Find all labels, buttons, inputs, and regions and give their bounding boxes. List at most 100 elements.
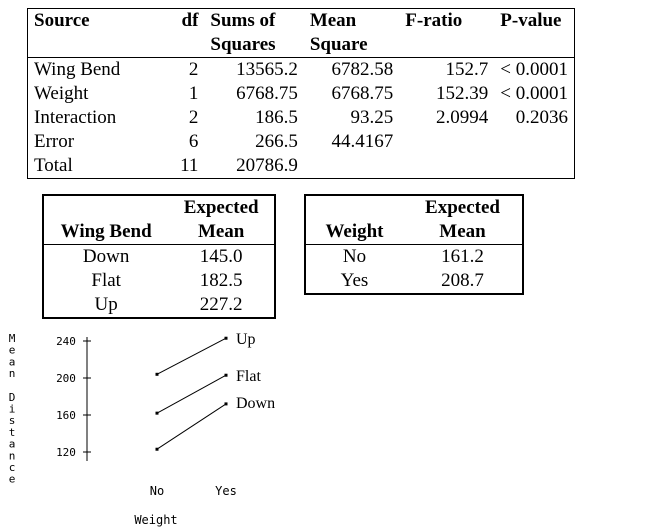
series-point bbox=[224, 402, 228, 406]
anova-cell-ss: 13565.2 bbox=[236, 59, 298, 80]
anova-cell-ms bbox=[304, 154, 399, 179]
anova-cell-f: 152.7 bbox=[445, 59, 489, 80]
y-tick-label: 240 bbox=[56, 335, 76, 348]
y-axis-label-letter: a bbox=[9, 438, 16, 451]
anova-header-ss: Sums of Squares bbox=[210, 10, 276, 55]
y-axis-label-letter: n bbox=[9, 367, 16, 380]
y-axis-label-letter: M bbox=[9, 332, 16, 345]
series-point bbox=[224, 373, 228, 377]
y-tick-label: 120 bbox=[56, 446, 76, 459]
wing-row: Flat 182.5 bbox=[43, 269, 275, 293]
y-axis-label-letter: c bbox=[9, 461, 16, 474]
x-tick-label: No bbox=[150, 484, 164, 498]
anova-cell-source: Wing Bend bbox=[34, 59, 121, 80]
anova-cell-ss: 266.5 bbox=[255, 131, 298, 152]
x-axis-ticks: No Yes bbox=[150, 484, 237, 498]
weight-header-row: Weight Expected Mean bbox=[305, 195, 523, 245]
series-label: Up bbox=[236, 331, 256, 348]
anova-cell-p: < 0.0001 bbox=[500, 83, 568, 104]
wing-cell-level: Down bbox=[82, 246, 130, 267]
y-axis-label-letter: s bbox=[9, 414, 16, 427]
anova-cell-f bbox=[399, 154, 494, 179]
y-axis-label-letter: D bbox=[9, 391, 16, 404]
y-axis-label-letter: e bbox=[9, 473, 16, 486]
anova-cell-f: 2.0994 bbox=[436, 107, 489, 128]
series-label: Flat bbox=[236, 368, 261, 385]
anova-row: Wing Bend 2 13565.2 6782.58 152.7 < 0.00… bbox=[28, 58, 575, 83]
series-group: Up Flat Down bbox=[155, 331, 275, 451]
anova-cell-df: 6 bbox=[188, 131, 199, 152]
y-axis-ticks: 240 200 160 120 bbox=[56, 335, 91, 459]
anova-row: Weight 1 6768.75 6768.75 152.39 < 0.0001 bbox=[28, 82, 575, 106]
anova-cell-p bbox=[494, 154, 574, 179]
wing-cell-level: Flat bbox=[91, 270, 121, 291]
anova-cell-source: Error bbox=[34, 131, 75, 152]
series-point bbox=[155, 411, 159, 415]
anova-cell-ss: 20786.9 bbox=[236, 155, 298, 176]
anova-cell-df: 2 bbox=[188, 59, 199, 80]
anova-table: Source df Sums of Squares Mean Square F-ra… bbox=[27, 8, 575, 179]
weight-cell-level: Yes bbox=[340, 270, 369, 291]
anova-cell-ss: 6768.75 bbox=[236, 83, 298, 104]
weight-cell-mean: 161.2 bbox=[441, 246, 484, 267]
weight-cell-mean: 208.7 bbox=[441, 270, 484, 291]
anova-header-f: F-ratio bbox=[405, 10, 463, 31]
weight-row: No 161.2 bbox=[305, 245, 523, 270]
anova-cell-p: 0.2036 bbox=[515, 107, 568, 128]
wing-row: Up 227.2 bbox=[43, 293, 275, 318]
wing-header-row: Wing Bend Expected Mean bbox=[43, 195, 275, 245]
anova-header-source: Source bbox=[34, 10, 90, 31]
anova-cell-source: Interaction bbox=[34, 107, 117, 128]
series-point bbox=[155, 372, 159, 376]
anova-cell-df: 2 bbox=[188, 107, 199, 128]
anova-cell-ms: 6768.75 bbox=[331, 83, 394, 104]
series-line bbox=[156, 337, 227, 375]
wing-cell-mean: 227.2 bbox=[199, 294, 243, 315]
anova-cell-ms: 93.25 bbox=[350, 107, 394, 128]
y-axis-label-letter: t bbox=[9, 426, 16, 439]
anova-cell-source: Total bbox=[34, 155, 73, 176]
wing-cell-level: Up bbox=[94, 294, 118, 315]
y-axis-label-letter: i bbox=[9, 403, 16, 416]
series-line bbox=[156, 374, 227, 414]
wing-header-level: Wing Bend bbox=[60, 221, 152, 242]
wing-bend-means-table: Wing Bend Expected Mean Down 145.0 Flat 1… bbox=[42, 194, 276, 319]
weight-header-mean: Expected Mean bbox=[425, 197, 500, 242]
anova-row: Total 11 20786.9 bbox=[28, 154, 575, 179]
anova-header-row: Source df Sums of Squares Mean Square F-ra… bbox=[27, 9, 575, 58]
x-axis-label: Weight bbox=[134, 513, 177, 527]
anova-row: Error 6 266.5 44.4167 bbox=[28, 130, 575, 154]
anova-row: Interaction 2 186.5 93.25 2.0994 0.2036 bbox=[28, 106, 575, 130]
y-tick-label: 200 bbox=[56, 372, 76, 385]
y-tick-label: 160 bbox=[56, 409, 76, 422]
y-axis-label-letter: n bbox=[9, 449, 16, 462]
x-tick-label: Yes bbox=[215, 484, 237, 498]
wing-cell-mean: 182.5 bbox=[199, 270, 243, 291]
anova-cell-ms: 6782.58 bbox=[331, 59, 394, 80]
anova-cell-f: 152.39 bbox=[436, 83, 489, 104]
anova-cell-source: Weight bbox=[34, 83, 89, 104]
series-line bbox=[156, 403, 227, 450]
anova-cell-p bbox=[494, 130, 574, 154]
anova-header-ms: Mean Square bbox=[309, 10, 368, 55]
weight-cell-level: No bbox=[342, 246, 367, 267]
weight-row: Yes 208.7 bbox=[305, 269, 523, 294]
anova-cell-df: 1 bbox=[188, 83, 199, 104]
series-point bbox=[224, 336, 228, 340]
anova-header-p: P-value bbox=[500, 10, 562, 31]
y-axis-label-letter: e bbox=[9, 344, 16, 357]
anova-cell-ss: 186.5 bbox=[255, 107, 298, 128]
wing-header-mean: Expected Mean bbox=[183, 197, 259, 242]
anova-cell-ms: 44.4167 bbox=[331, 131, 394, 152]
anova-cell-f bbox=[399, 130, 494, 154]
weight-means-table: Weight Expected Mean No 161.2 Yes 208.7 bbox=[304, 194, 524, 295]
anova-cell-p: < 0.0001 bbox=[500, 59, 568, 80]
series-point bbox=[155, 447, 159, 451]
series-label: Down bbox=[236, 395, 275, 412]
wing-row: Down 145.0 bbox=[43, 245, 275, 270]
y-axis-label-letter: a bbox=[9, 355, 16, 368]
weight-header-level: Weight bbox=[325, 221, 384, 242]
wing-cell-mean: 145.0 bbox=[199, 246, 243, 267]
